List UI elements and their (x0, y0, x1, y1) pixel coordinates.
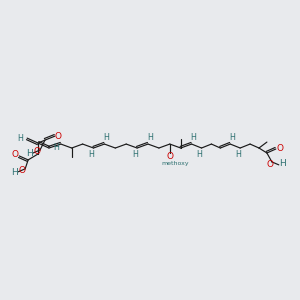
Text: H: H (53, 142, 59, 152)
Text: H: H (88, 151, 94, 160)
Text: O: O (19, 166, 26, 175)
Text: O: O (12, 151, 19, 160)
Text: H: H (235, 151, 241, 160)
Text: O: O (276, 143, 283, 152)
Text: O: O (266, 160, 273, 169)
Text: methoxy: methoxy (161, 161, 189, 166)
Text: H: H (103, 133, 109, 142)
Text: H: H (26, 149, 32, 158)
Text: O: O (54, 132, 61, 141)
Text: O: O (34, 148, 40, 157)
Text: O: O (166, 152, 173, 161)
Text: H: H (229, 133, 235, 142)
Text: H: H (132, 151, 138, 160)
Text: H: H (196, 151, 202, 160)
Text: H: H (191, 133, 197, 142)
Text: H: H (11, 168, 18, 177)
Text: H: H (279, 159, 286, 168)
Text: H: H (17, 134, 23, 142)
Text: H: H (147, 133, 153, 142)
